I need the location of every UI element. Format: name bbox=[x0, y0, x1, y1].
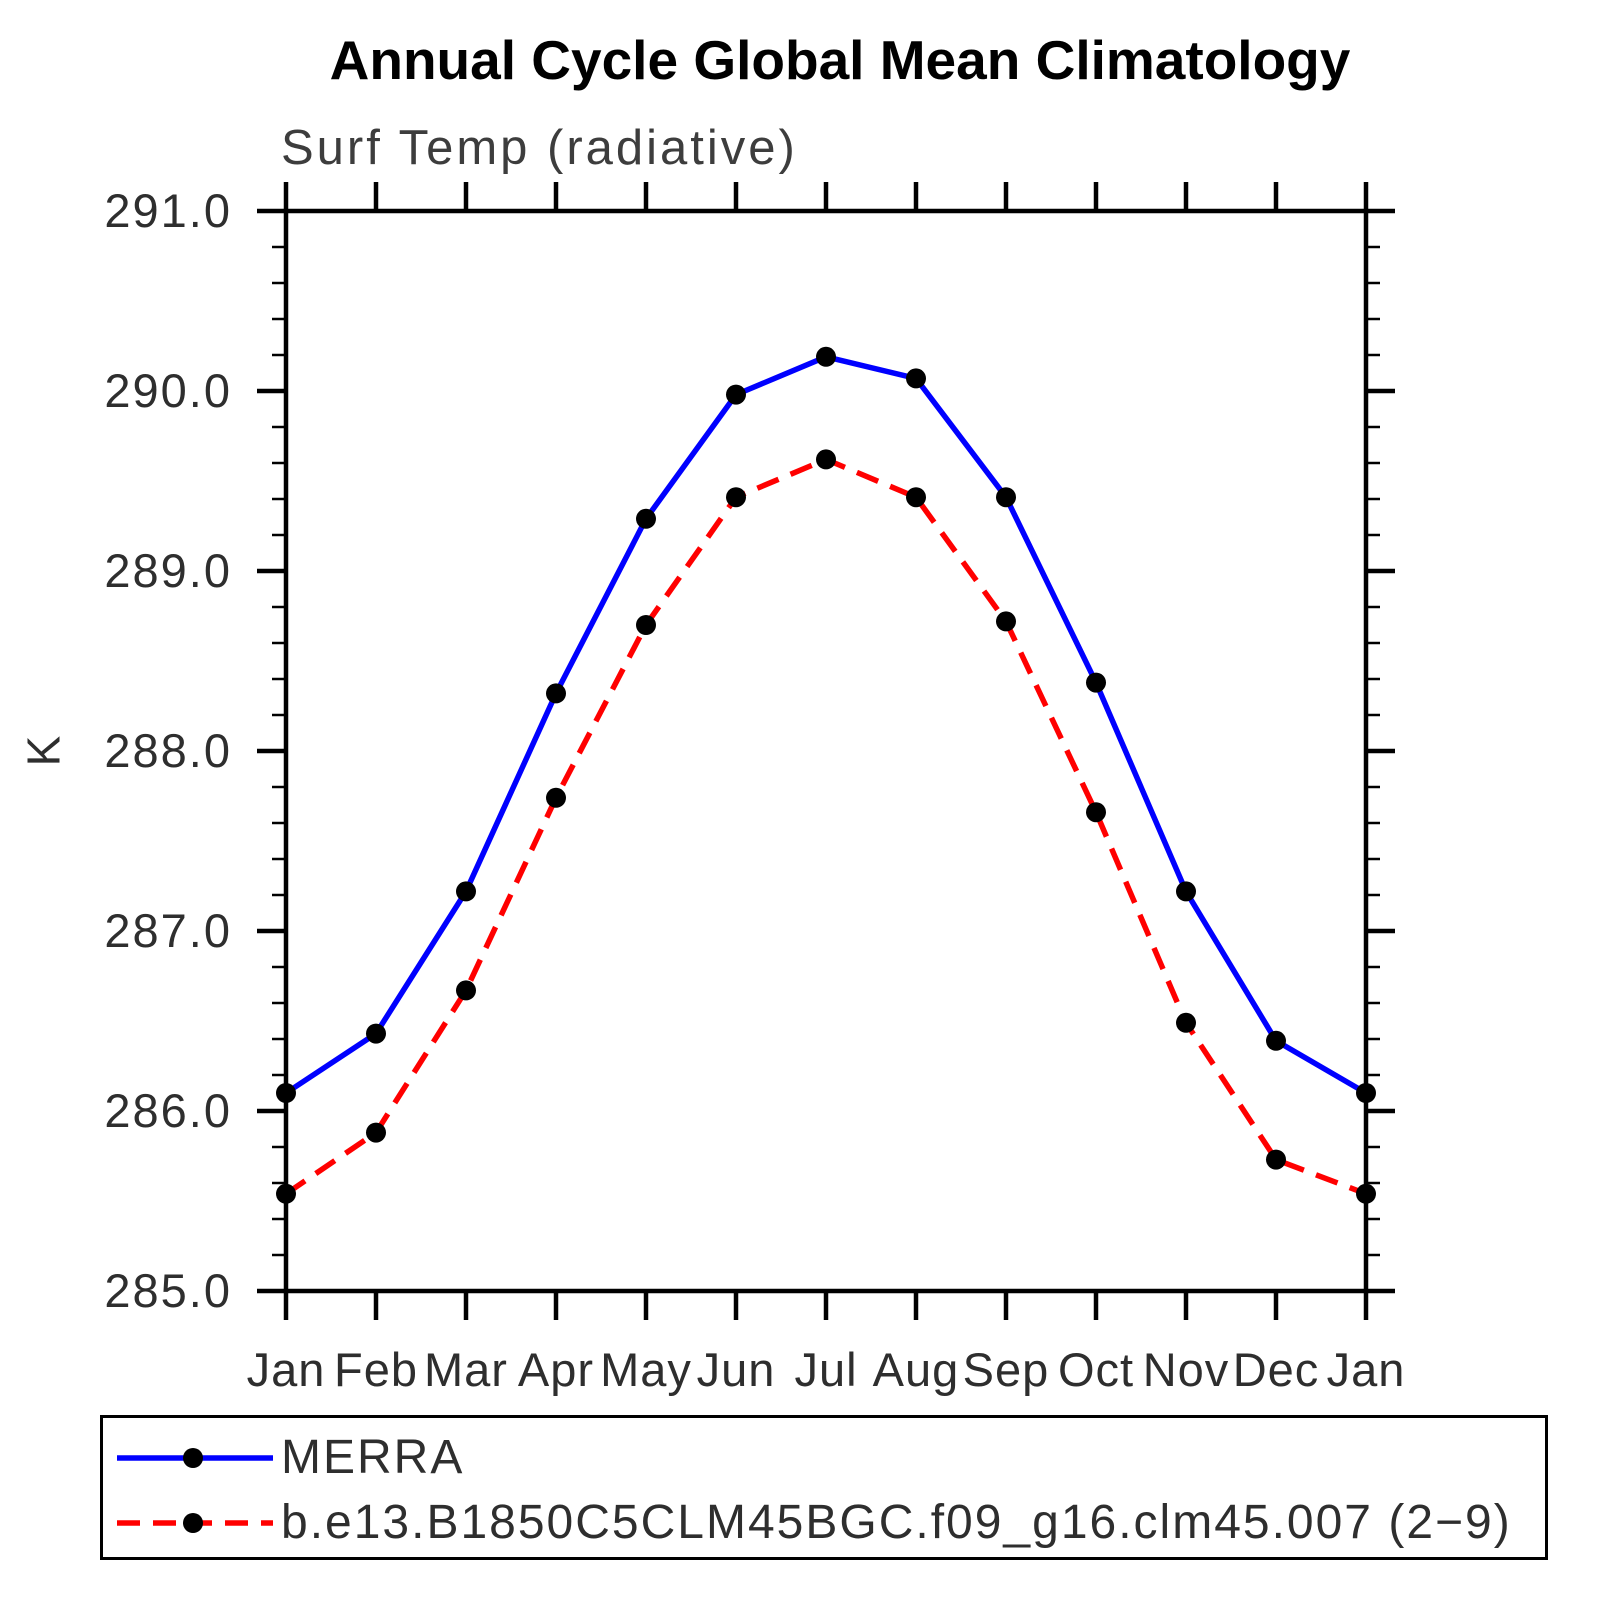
data-point-marker bbox=[1356, 1083, 1376, 1103]
legend-solid-line-icon bbox=[117, 1447, 273, 1468]
data-point-marker bbox=[1176, 881, 1196, 902]
data-point-marker bbox=[726, 487, 746, 508]
x-tick-label: Apr bbox=[518, 1343, 594, 1396]
data-point-marker bbox=[1266, 1149, 1286, 1170]
y-tick-label: 290.0 bbox=[104, 364, 232, 417]
data-point-marker bbox=[636, 615, 656, 635]
data-point-marker bbox=[546, 787, 566, 808]
x-tick-label: Mar bbox=[424, 1343, 508, 1396]
chart-subtitle: Surf Temp (radiative) bbox=[281, 121, 798, 175]
legend-label-model: b.e13.B1850C5CLM45BGC.f09_g16.clm45.007 … bbox=[281, 1496, 1512, 1549]
data-point-marker bbox=[636, 508, 656, 529]
y-tick-label: 285.0 bbox=[104, 1264, 232, 1317]
legend-item-merra: MERRA bbox=[115, 1425, 1545, 1490]
y-tick-label: 289.0 bbox=[104, 544, 232, 597]
legend-item-model: b.e13.B1850C5CLM45BGC.f09_g16.clm45.007 … bbox=[115, 1490, 1545, 1555]
data-point-marker bbox=[1356, 1183, 1376, 1204]
data-point-marker bbox=[366, 1023, 386, 1044]
data-point-marker bbox=[1176, 1012, 1196, 1033]
legend-marker-dot bbox=[183, 1447, 203, 1468]
x-tick-label: Oct bbox=[1058, 1343, 1134, 1396]
data-point-marker bbox=[366, 1122, 386, 1143]
x-tick-label: Aug bbox=[873, 1343, 960, 1396]
y-tick-label: 287.0 bbox=[104, 904, 232, 957]
data-point-marker bbox=[906, 368, 926, 389]
data-point-marker bbox=[1086, 802, 1106, 823]
x-tick-label: Jul bbox=[794, 1343, 857, 1396]
data-point-marker bbox=[906, 487, 926, 508]
data-point-marker bbox=[816, 449, 836, 470]
data-point-marker bbox=[1266, 1030, 1286, 1051]
x-tick-label: Dec bbox=[1233, 1343, 1320, 1396]
x-tick-label: Jun bbox=[697, 1343, 776, 1396]
y-tick-label: 288.0 bbox=[104, 724, 232, 777]
legend-marker-dot bbox=[183, 1512, 203, 1533]
data-point-marker bbox=[996, 487, 1016, 508]
y-tick-label: 291.0 bbox=[104, 184, 232, 237]
legend-dashed-line-icon bbox=[117, 1512, 273, 1533]
data-point-marker bbox=[996, 611, 1016, 632]
x-tick-label: Jan bbox=[247, 1343, 326, 1396]
x-tick-label: Jan bbox=[1327, 1343, 1406, 1396]
data-point-marker bbox=[456, 881, 476, 902]
data-point-marker bbox=[816, 346, 836, 367]
x-tick-label: Sep bbox=[963, 1343, 1050, 1396]
series-line-model bbox=[284, 456, 1367, 1197]
plot-border bbox=[283, 208, 1369, 1294]
data-point-marker bbox=[276, 1083, 296, 1103]
y-axis-unit-label: K bbox=[17, 735, 70, 767]
y-tick-label: 286.0 bbox=[104, 1084, 232, 1137]
chart-title: Annual Cycle Global Mean Climatology bbox=[329, 29, 1351, 91]
x-tick-label: Nov bbox=[1143, 1343, 1230, 1396]
data-point-marker bbox=[726, 384, 746, 405]
x-tick-label: Feb bbox=[334, 1343, 418, 1396]
data-point-marker bbox=[456, 980, 476, 1001]
x-tick-label: May bbox=[600, 1343, 692, 1396]
data-point-marker bbox=[546, 683, 566, 704]
data-point-marker bbox=[1086, 672, 1106, 693]
legend-label-merra: MERRA bbox=[281, 1431, 465, 1484]
data-point-marker bbox=[276, 1183, 296, 1204]
legend: MERRA b.e13.B1850C5CLM45BGC.f09_g16.clm4… bbox=[100, 1415, 1548, 1560]
